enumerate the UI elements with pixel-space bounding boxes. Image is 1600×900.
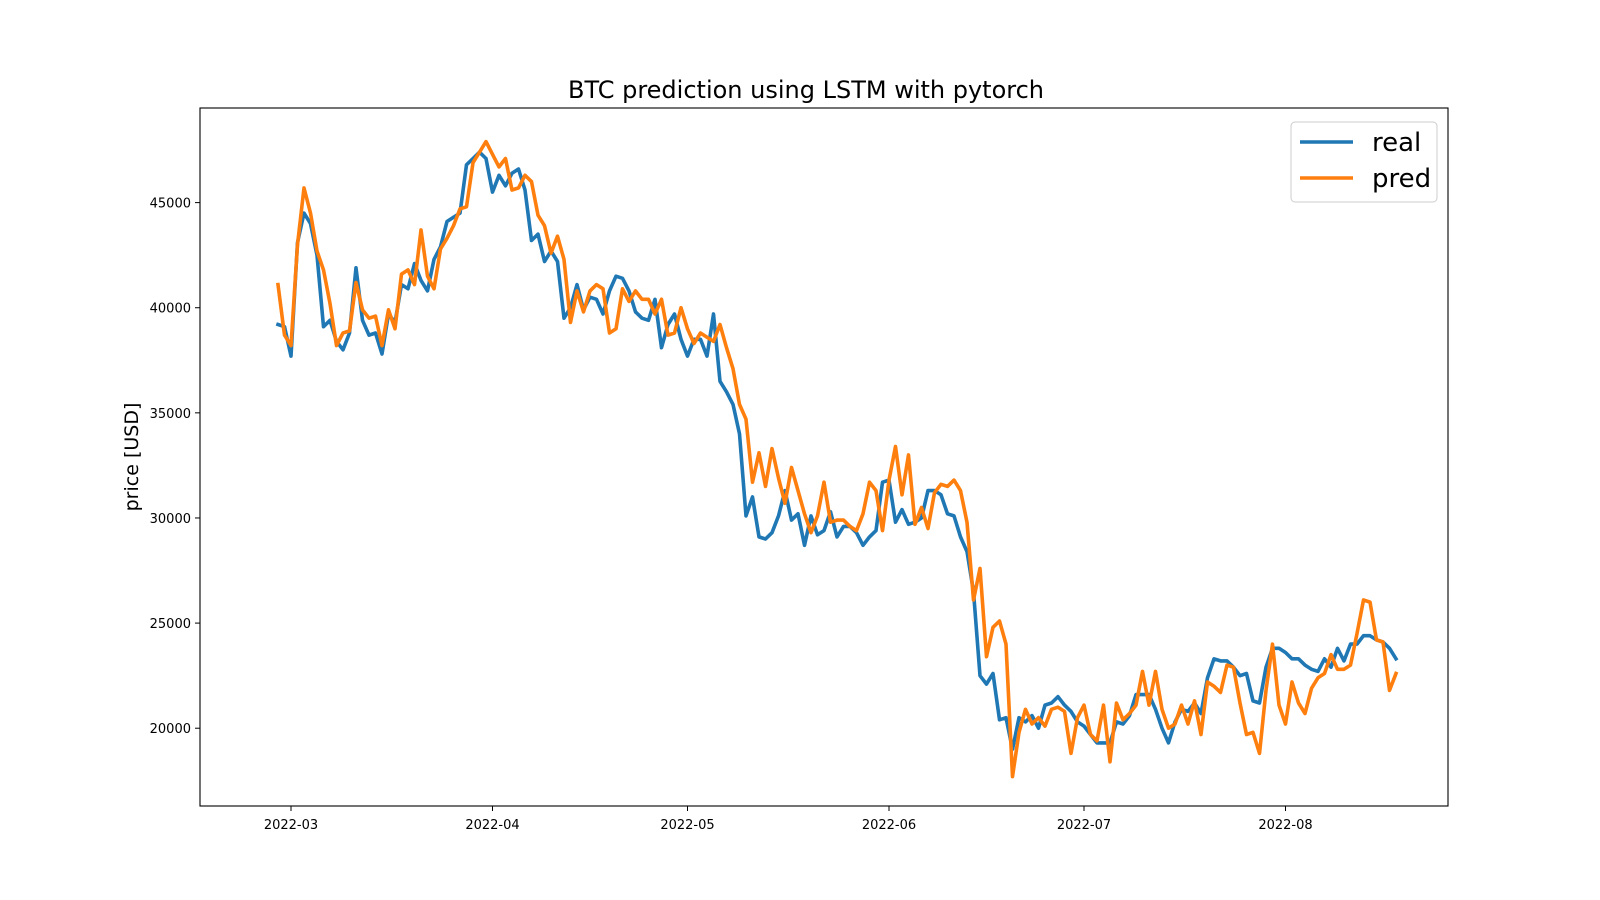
legend-label-pred: pred xyxy=(1372,164,1431,194)
y-tick-label: 25000 xyxy=(150,617,191,632)
y-tick-label: 45000 xyxy=(150,197,191,212)
legend-label-real: real xyxy=(1372,128,1421,158)
series-line-real xyxy=(275,150,1399,752)
x-tick-label: 2022-05 xyxy=(660,818,714,833)
y-ticks: 20000 25000 30000 35000 40000 45000 xyxy=(150,197,200,737)
legend: real pred xyxy=(1290,121,1438,203)
y-tick-label: 20000 xyxy=(150,722,191,737)
x-tick-label: 2022-03 xyxy=(264,818,318,833)
y-tick-label: 30000 xyxy=(150,512,191,527)
chart-title: BTC prediction using LSTM with pytorch xyxy=(568,76,1044,104)
x-tick-label: 2022-08 xyxy=(1258,818,1312,833)
x-ticks: 2022-03 2022-04 2022-05 2022-06 2022-07 2022-… xyxy=(264,806,1313,833)
x-tick-label: 2022-04 xyxy=(465,818,519,833)
plot-area-frame xyxy=(199,107,1449,807)
y-axis-label: price [USD] xyxy=(121,403,143,512)
y-tick-label: 40000 xyxy=(150,302,191,317)
x-tick-label: 2022-06 xyxy=(862,818,916,833)
y-tick-label: 35000 xyxy=(150,407,191,422)
x-tick-label: 2022-07 xyxy=(1057,818,1111,833)
series-layer xyxy=(275,139,1399,779)
series-line-pred xyxy=(275,139,1399,779)
